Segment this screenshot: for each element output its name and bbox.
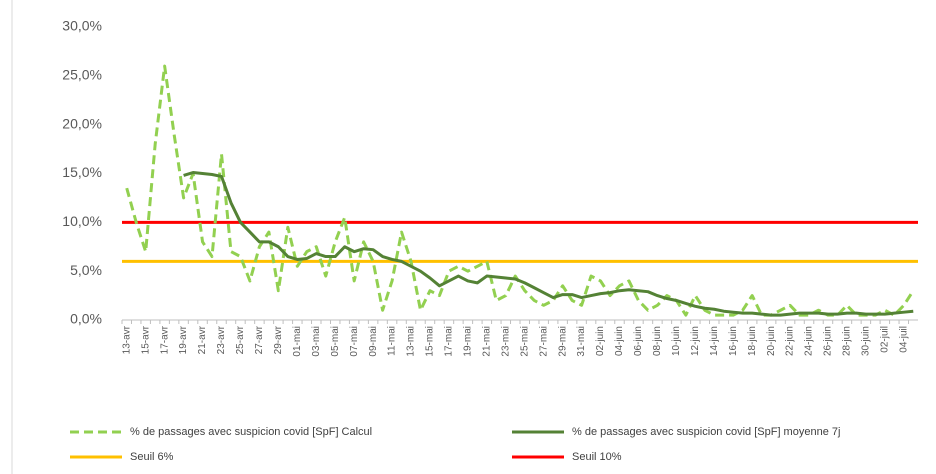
legend-label: Seuil 10% (572, 451, 622, 463)
x-tick-label: 06-juin (633, 326, 644, 356)
y-tick-label: 0,0% (70, 311, 102, 327)
x-tick-label: 07-mai (349, 326, 360, 357)
x-tick-label: 05-mai (330, 326, 341, 357)
x-tick-label: 26-juin (823, 326, 834, 356)
x-tick-label: 11-mai (387, 326, 398, 356)
x-tick-label: 16-juin (728, 326, 739, 356)
legend-label: % de passages avec suspicion covid [SpF]… (130, 426, 372, 438)
x-tick-label: 21-mai (481, 326, 492, 357)
x-tick-label: 10-juin (671, 326, 682, 356)
x-tick-label: 02-juin (595, 326, 606, 356)
x-tick-label: 27-mai (538, 326, 549, 357)
y-tick-label: 25,0% (62, 67, 102, 83)
x-tick-label: 25-avr (235, 325, 246, 354)
y-tick-label: 30,0% (62, 18, 102, 34)
x-tick-label: 13-mai (406, 326, 417, 357)
x-tick-label: 24-juin (804, 326, 815, 356)
x-tick-label: 28-juin (842, 326, 853, 356)
x-tick-label: 01-mai (292, 326, 303, 357)
x-tick-label: 02-juil (879, 326, 890, 353)
x-tick-label: 17-avr (159, 325, 170, 354)
x-tick-label: 15-mai (425, 326, 436, 357)
x-tick-label: 13-avr (121, 325, 132, 354)
x-tick-label: 08-juin (652, 326, 663, 356)
y-tick-label: 10,0% (62, 213, 102, 229)
x-tick-label: 23-avr (216, 325, 227, 354)
x-tick-label: 19-avr (178, 325, 189, 354)
x-tick-label: 15-avr (140, 325, 151, 354)
x-tick-label: 20-juin (766, 326, 777, 356)
x-tick-label: 12-juin (690, 326, 701, 356)
legend-label: % de passages avec suspicion covid [SpF]… (572, 426, 840, 438)
x-tick-label: 27-avr (254, 325, 265, 354)
x-tick-label: 19-mai (463, 326, 474, 357)
x-tick-label: 31-mai (576, 326, 587, 357)
x-tick-label: 04-juin (614, 326, 625, 356)
x-tick-label: 30-juin (861, 326, 872, 356)
series-line (125, 64, 915, 317)
y-tick-label: 20,0% (62, 115, 102, 131)
x-tick-label: 29-mai (557, 326, 568, 357)
x-tick-label: 18-juin (747, 326, 758, 356)
x-tick-label: 04-juil (898, 326, 909, 353)
x-tick-label: 23-mai (500, 326, 511, 357)
x-tick-label: 09-mai (368, 326, 379, 357)
x-tick-label: 25-mai (519, 326, 530, 357)
y-tick-label: 15,0% (62, 164, 102, 180)
x-tick-label: 29-avr (273, 325, 284, 354)
series-line (183, 171, 914, 317)
y-tick-label: 5,0% (70, 262, 102, 278)
x-tick-label: 03-mai (311, 326, 322, 357)
x-tick-label: 17-mai (444, 326, 455, 357)
x-tick-label: 22-juin (785, 326, 796, 356)
x-tick-label: 14-juin (709, 326, 720, 356)
x-tick-label: 21-avr (197, 325, 208, 354)
legend-label: Seuil 6% (130, 451, 174, 463)
